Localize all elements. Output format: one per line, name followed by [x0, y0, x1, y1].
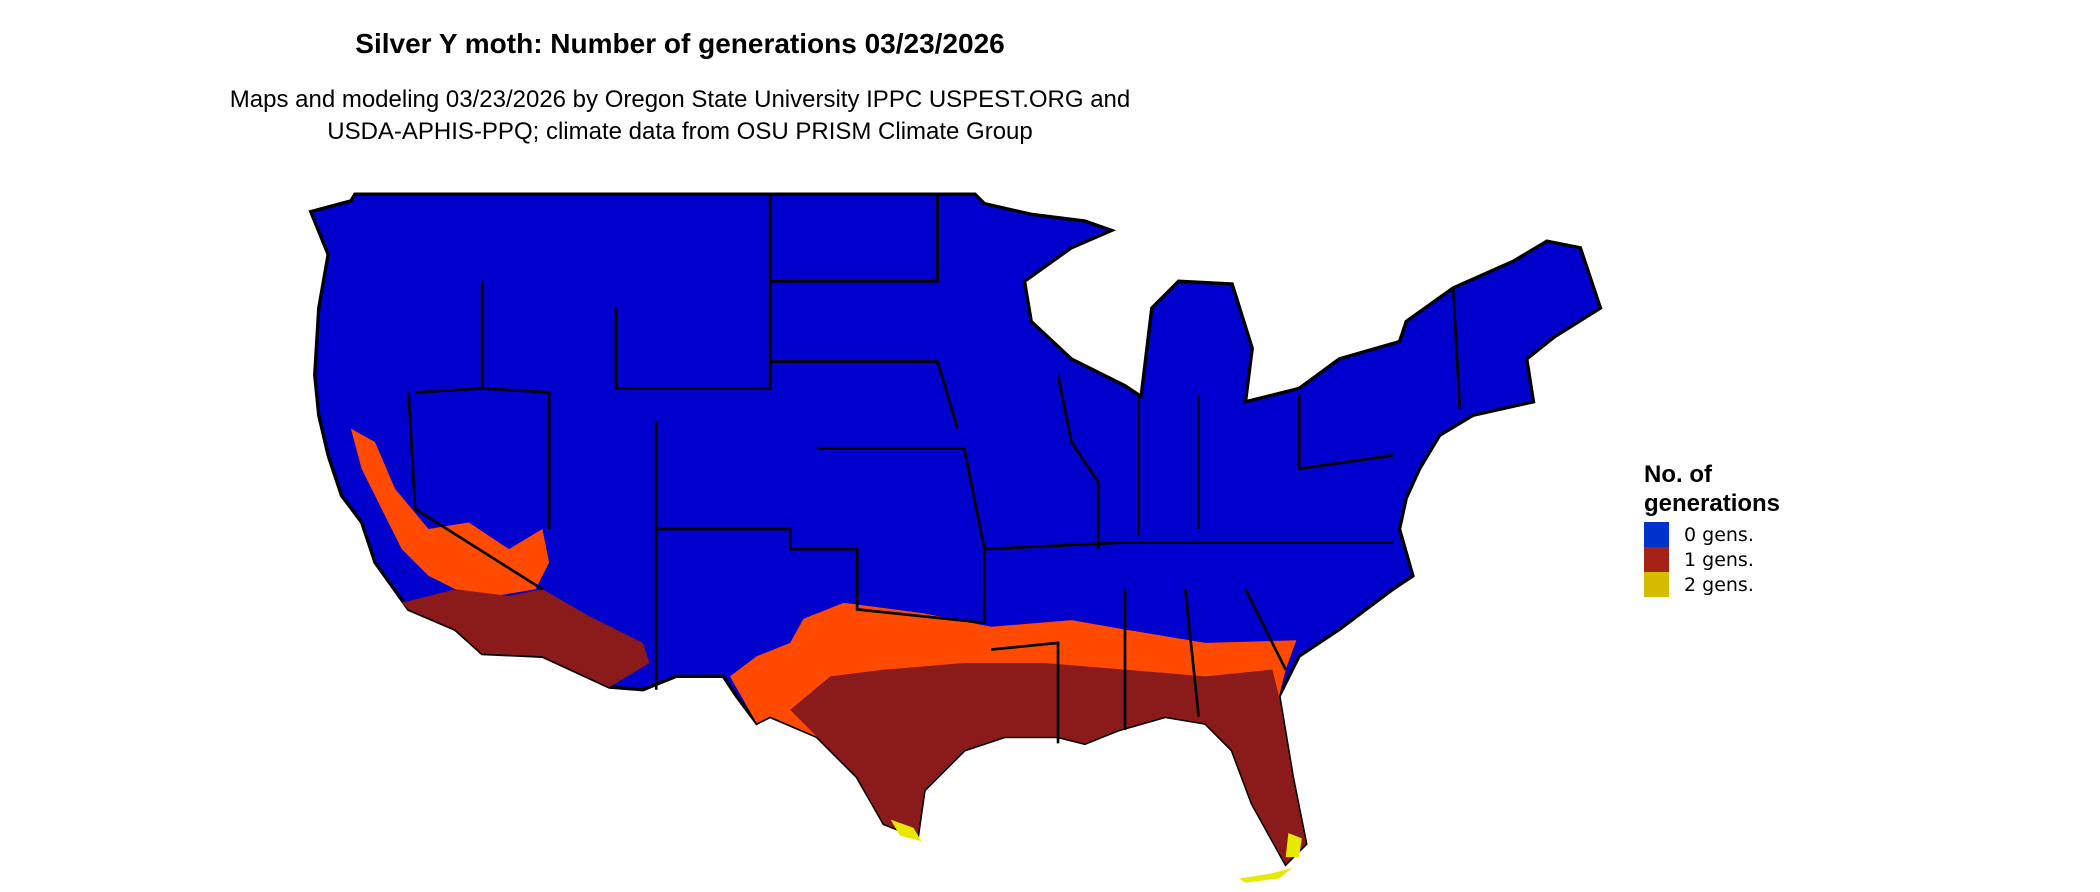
legend-label-2: 2 gens. — [1684, 573, 1754, 596]
map-title: Silver Y moth: Number of generations 03/… — [355, 28, 1005, 59]
legend: No. of generations 0 gens. 1 gens. 2 gen… — [1644, 460, 1780, 597]
legend-title-line-1: No. of — [1644, 461, 1712, 488]
legend-swatch-0 — [1644, 522, 1669, 547]
legend-title-line-2: generations — [1644, 490, 1781, 517]
region-0-generations — [308, 192, 1603, 867]
region-1-generation-southwest — [401, 589, 650, 688]
map-subtitle: Maps and modeling 03/23/2026 by Oregon S… — [0, 84, 1360, 148]
legend-label-1: 1 gens. — [1684, 548, 1754, 571]
state-borders — [407, 194, 1462, 744]
region-2-generations-texas — [890, 819, 922, 842]
region-1-generation-california — [350, 428, 550, 596]
region-2-generations-keys — [1238, 867, 1293, 883]
legend-item-0: 0 gens. — [1644, 522, 1780, 547]
region-2-generations-florida — [1285, 833, 1302, 858]
subtitle-line-1: Maps and modeling 03/23/2026 by Oregon S… — [229, 86, 1131, 113]
legend-swatch-1 — [1644, 547, 1669, 572]
legend-item-2: 2 gens. — [1644, 572, 1780, 597]
legend-label-0: 0 gens. — [1684, 523, 1754, 546]
region-1-generation-high — [790, 662, 1306, 864]
subtitle-line-2: USDA-APHIS-PPQ; climate data from OSU PR… — [327, 118, 1033, 145]
legend-swatch-2 — [1644, 572, 1669, 597]
legend-item-1: 1 gens. — [1644, 547, 1780, 572]
